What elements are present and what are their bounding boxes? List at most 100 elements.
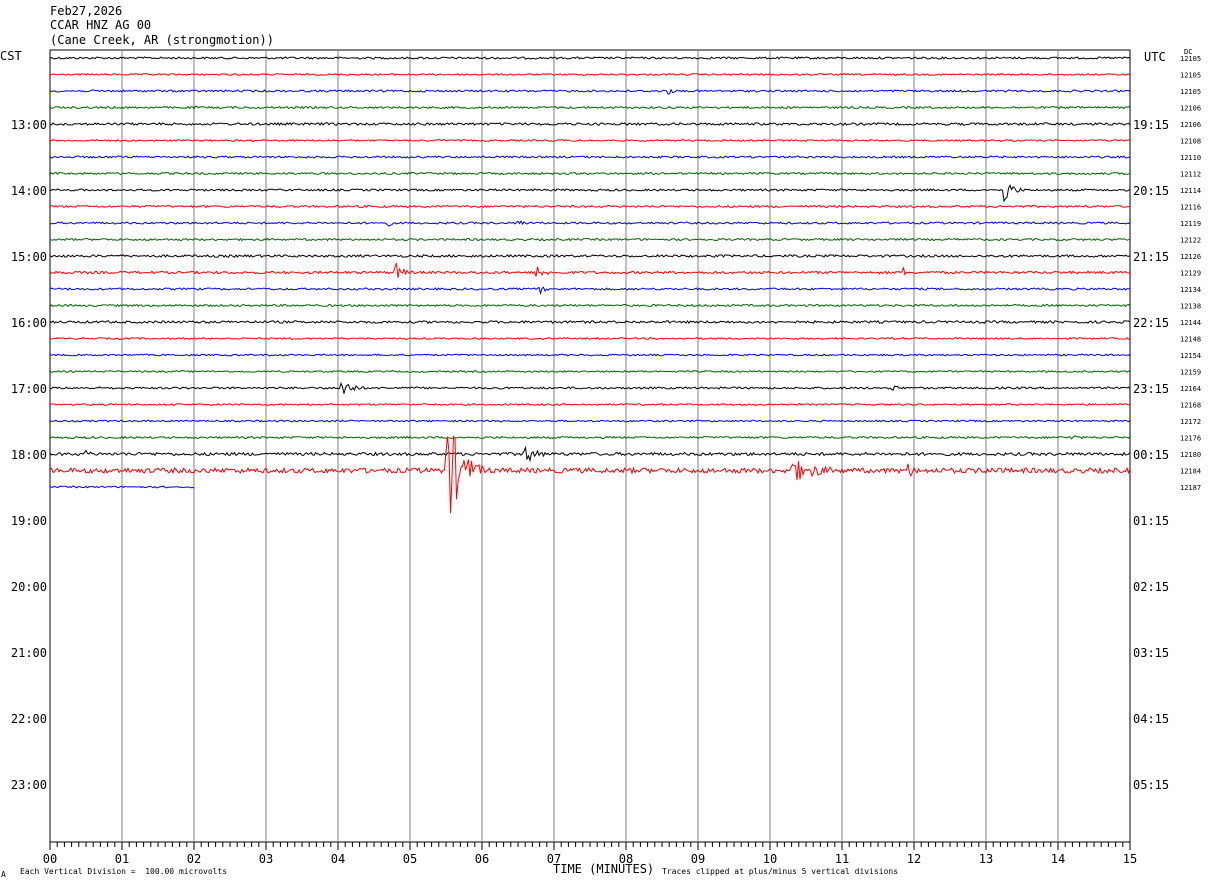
x-tick-label: 13 [979, 852, 993, 866]
dc-offset-label: 12105 [1180, 88, 1201, 96]
trace-line [49, 220, 1131, 227]
right-hour-label: 03:15 [1133, 646, 1169, 660]
dc-offset-label: 12154 [1180, 352, 1201, 360]
dc-offset-label: 12129 [1180, 270, 1201, 278]
left-hour-label: 17:00 [11, 382, 47, 396]
dc-offset-label: 12110 [1180, 154, 1201, 162]
left-timezone-label: CST [0, 49, 22, 63]
trace-line [49, 485, 195, 489]
x-tick-label: 15 [1123, 852, 1137, 866]
dc-offset-label: 12164 [1180, 385, 1201, 393]
dc-offset-label: 12138 [1180, 303, 1201, 311]
axis-labels: 00 01 02 03 04 05 06 07 08 09 10 11 12 13 14 15 13:00 19:… [11, 55, 1201, 866]
right-hour-label: 23:15 [1133, 382, 1169, 396]
dc-offset-label: 12122 [1180, 237, 1201, 245]
right-hour-label: 02:15 [1133, 580, 1169, 594]
dc-offset-label: 12159 [1180, 369, 1201, 377]
dc-offset-label: 12105 [1180, 55, 1201, 63]
trace-line [49, 262, 1131, 278]
x-tick-label: 02 [187, 852, 201, 866]
left-hour-label: 14:00 [11, 184, 47, 198]
trace-line [49, 370, 1131, 373]
corner-mark: A [1, 870, 6, 879]
dc-offset-label: 12105 [1180, 72, 1201, 80]
station-label: CCAR HNZ AG 00 [50, 18, 152, 32]
trace-line [49, 286, 1131, 296]
dc-offset-label: 12106 [1180, 105, 1201, 113]
left-hour-label: 15:00 [11, 250, 47, 264]
left-hour-label: 21:00 [11, 646, 47, 660]
plot-date: Feb27,2026 [50, 4, 123, 18]
trace-line [49, 171, 1131, 176]
x-axis-title: TIME (MINUTES) [553, 862, 655, 876]
x-tick-label: 12 [907, 852, 921, 866]
trace-line [49, 353, 1131, 357]
x-tick-label: 11 [835, 852, 849, 866]
trace-line [49, 204, 1131, 209]
dc-offset-label: 12176 [1180, 435, 1201, 443]
location-label: (Cane Creek, AR (strongmotion)) [50, 33, 274, 47]
left-hour-label: 16:00 [11, 316, 47, 330]
trace-line [49, 88, 1131, 95]
plot-grid [49, 49, 1131, 850]
trace-line [49, 381, 1131, 394]
clip-note: Traces clipped at plus/minus 5 vertical … [662, 867, 899, 876]
dc-offset-label: 12114 [1180, 187, 1201, 195]
left-hour-label: 20:00 [11, 580, 47, 594]
trace-line [49, 303, 1131, 308]
trace-line [49, 105, 1131, 110]
trace-line [49, 155, 1131, 159]
dc-offset-label: 12168 [1180, 402, 1201, 410]
x-tick-label: 01 [115, 852, 129, 866]
right-hour-label: 19:15 [1133, 118, 1169, 132]
dc-offset-label: 12134 [1180, 286, 1201, 294]
dc-offset-label: 12184 [1180, 468, 1201, 476]
trace-line [49, 403, 1131, 406]
dc-offset-header: DC [1184, 48, 1193, 56]
x-tick-label: 07 [547, 852, 561, 866]
right-hour-label: 22:15 [1133, 316, 1169, 330]
dc-offset-label: 12106 [1180, 121, 1201, 129]
trace-line [49, 121, 1131, 126]
x-tick-label: 04 [331, 852, 345, 866]
right-hour-label: 05:15 [1133, 778, 1169, 792]
dc-offset-label: 12172 [1180, 418, 1201, 426]
left-hour-label: 18:00 [11, 448, 47, 462]
scale-note: Each Vertical Division = 100.00 microvol… [20, 867, 228, 876]
trace-line [49, 319, 1131, 325]
seismic-traces [49, 56, 1131, 514]
x-tick-label: 06 [475, 852, 489, 866]
trace-line [49, 419, 1131, 423]
trace-line [49, 445, 1131, 463]
dc-offset-label: 12119 [1180, 220, 1201, 228]
x-tick-label: 03 [259, 852, 273, 866]
x-tick-label: 05 [403, 852, 417, 866]
right-timezone-label: UTC [1144, 50, 1166, 64]
trace-line [49, 337, 1131, 340]
left-hour-label: 19:00 [11, 514, 47, 528]
trace-line [49, 435, 1131, 514]
trace-line [49, 183, 1131, 203]
dc-offset-label: 12187 [1180, 484, 1201, 492]
trace-line [49, 435, 1131, 440]
left-hour-label: 22:00 [11, 712, 47, 726]
plot-frame [49, 49, 1131, 843]
right-hour-label: 00:15 [1133, 448, 1169, 462]
trace-line [49, 237, 1131, 242]
x-tick-label: 09 [691, 852, 705, 866]
trace-line [49, 56, 1131, 60]
left-hour-label: 13:00 [11, 118, 47, 132]
trace-line [49, 73, 1131, 76]
trace-line [49, 139, 1131, 142]
dc-offset-label: 12108 [1180, 138, 1201, 146]
dc-offset-label: 12148 [1180, 336, 1201, 344]
dc-offset-label: 12180 [1180, 451, 1201, 459]
right-hour-label: 04:15 [1133, 712, 1169, 726]
dc-offset-label: 12144 [1180, 319, 1201, 327]
right-hour-label: 01:15 [1133, 514, 1169, 528]
dc-offset-label: 12126 [1180, 253, 1201, 261]
left-hour-label: 23:00 [11, 778, 47, 792]
right-hour-label: 21:15 [1133, 250, 1169, 264]
x-tick-label: 00 [43, 852, 57, 866]
